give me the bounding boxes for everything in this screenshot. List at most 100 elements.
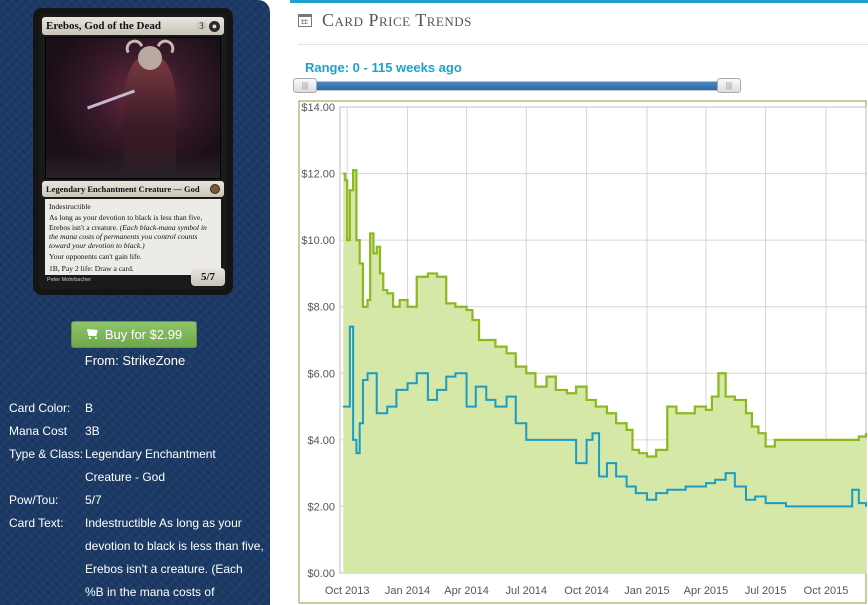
area-series-point xyxy=(606,412,608,414)
buy-series-point xyxy=(615,475,617,478)
area-series-point xyxy=(379,272,381,275)
buy-series-point xyxy=(754,495,756,498)
range-slider-handle-end[interactable]: ||| xyxy=(717,78,741,93)
x-tick-label: Oct 2014 xyxy=(564,585,609,597)
card-image: Erebos, God of the Dead 3 ● Legendary En… xyxy=(33,8,233,295)
area-series-point xyxy=(494,346,497,348)
buy-series-point xyxy=(626,485,628,488)
buy-series-point xyxy=(685,485,687,488)
buy-series-point xyxy=(566,439,568,441)
detail-row-color: Card Color: B xyxy=(9,397,264,420)
area-series-point xyxy=(638,452,640,454)
area-series-point xyxy=(745,412,747,414)
buy-series-point xyxy=(851,489,853,491)
area-series-point xyxy=(478,339,480,341)
buy-series-point xyxy=(416,372,418,374)
area-series-point xyxy=(555,389,557,391)
buy-series-point xyxy=(598,475,600,478)
range-slider[interactable]: ||| ||| xyxy=(293,78,741,93)
y-tick-label: $4.00 xyxy=(307,435,335,447)
buy-series-point xyxy=(805,505,807,508)
detail-value: Legendary Enchantment Creature - God xyxy=(85,447,216,484)
buy-series-point xyxy=(745,499,747,501)
shopping-cart-icon xyxy=(86,329,99,340)
range-label: Range: 0 - 115 weeks ago xyxy=(305,60,462,75)
buy-series-point xyxy=(705,482,707,484)
buy-series-point xyxy=(825,505,827,508)
buy-series-point xyxy=(352,439,354,441)
buy-series-point xyxy=(346,405,348,408)
detail-row-mana-cost: Mana Cost 3B xyxy=(9,420,264,443)
buy-series-point xyxy=(427,399,429,401)
seller-label: From: StrikeZone xyxy=(84,353,186,368)
card-type-bar: Legendary Enchantment Creature — God xyxy=(42,181,224,197)
x-tick-label: Jul 2014 xyxy=(505,585,547,597)
buy-series-point xyxy=(865,505,867,508)
x-tick-label: Oct 2013 xyxy=(325,585,370,597)
area-series-point xyxy=(471,319,474,321)
area-series-point xyxy=(655,449,657,451)
y-tick-label: $6.00 xyxy=(307,368,335,380)
card-mana-cost: 3 ● xyxy=(196,20,220,32)
detail-value: Indestructible As long as your devotion … xyxy=(85,516,264,599)
area-series-point xyxy=(416,276,418,278)
header-divider xyxy=(298,44,868,45)
buy-series-point xyxy=(362,379,364,381)
area-series-point xyxy=(344,179,346,181)
area-series-point xyxy=(436,276,438,278)
buy-series-point xyxy=(505,395,508,398)
black-mana-icon: ● xyxy=(209,20,220,32)
buy-series-point xyxy=(494,405,497,408)
card-power-toughness: 5/7 xyxy=(191,268,225,286)
area-series-point xyxy=(615,422,617,424)
card-name: Erebos, God of the Dead xyxy=(46,20,161,32)
card-details: Card Color: B Mana Cost 3B Type & Class:… xyxy=(9,397,264,604)
buy-series-point xyxy=(666,489,668,491)
buy-series-point xyxy=(436,389,438,391)
detail-key: Mana Cost xyxy=(9,424,68,438)
y-tick-label: $10.00 xyxy=(301,235,335,247)
buy-series-point xyxy=(525,439,527,441)
area-series-point xyxy=(382,289,384,291)
buy-button[interactable]: Buy for $2.99 xyxy=(71,321,197,348)
buy-series-point xyxy=(475,386,477,388)
detail-row-type: Type & Class: Legendary Enchantment Crea… xyxy=(9,443,264,489)
buy-series-point xyxy=(465,405,468,408)
buy-series-point xyxy=(342,405,344,408)
range-slider-handle-start[interactable]: ||| xyxy=(293,78,317,93)
area-series-point xyxy=(675,412,678,414)
area-series-point xyxy=(586,399,588,401)
buy-series-point xyxy=(606,462,608,464)
area-series-point xyxy=(369,232,371,235)
x-tick-label: Jan 2015 xyxy=(624,585,669,597)
panel-header: Card Price Trends xyxy=(298,10,472,31)
area-series-point xyxy=(858,435,860,438)
y-tick-label: $8.00 xyxy=(307,302,335,314)
y-tick-label: $12.00 xyxy=(301,169,335,181)
detail-key: Type & Class: xyxy=(9,447,84,461)
detail-key: Card Color: xyxy=(9,401,71,415)
detail-value: 3B xyxy=(85,424,100,438)
card-artist: Peter Mohrbacher xyxy=(47,277,92,283)
card-rule-4: 1B, Pay 2 life: Draw a card. xyxy=(49,263,134,273)
area-series-point xyxy=(711,395,713,398)
area-series-point xyxy=(774,439,776,441)
panel-title: Card Price Trends xyxy=(322,10,472,30)
buy-series-point xyxy=(406,382,409,384)
area-series-point xyxy=(717,372,720,374)
area-series-point xyxy=(366,299,369,301)
area-series-point xyxy=(757,432,760,434)
buy-series-point xyxy=(725,472,727,474)
top-accent-bar xyxy=(290,0,868,3)
price-chart-svg: $0.00 $2.00 $4.00 $6.00 $8.00 $10.00 $12.00 $14… xyxy=(298,100,868,604)
detail-value: 5/7 xyxy=(85,493,102,507)
card-rule-1: Indestructible xyxy=(49,202,91,211)
area-series-point xyxy=(376,246,378,248)
card-title-bar: Erebos, God of the Dead 3 ● xyxy=(42,17,224,35)
area-series-point xyxy=(362,306,364,308)
price-chart: $0.00 $2.00 $4.00 $6.00 $8.00 $10.00 $12.00 $14… xyxy=(298,100,868,605)
buy-series-point xyxy=(655,492,657,494)
detail-row-pow-tou: Pow/Tou: 5/7 xyxy=(9,489,264,512)
generic-mana-icon: 3 xyxy=(196,20,207,32)
area-series-point xyxy=(346,239,348,241)
